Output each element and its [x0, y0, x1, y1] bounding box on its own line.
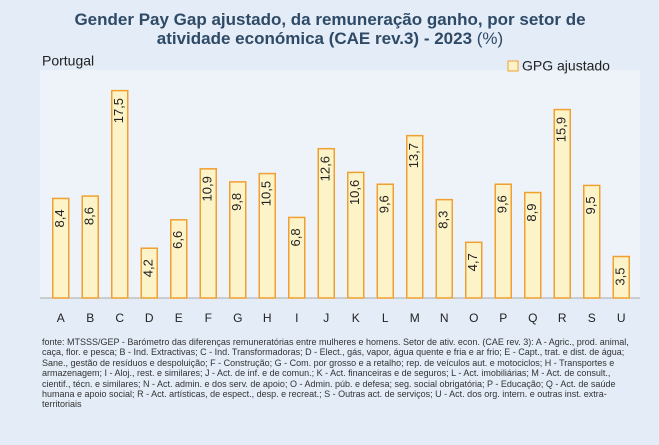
value-label: 9,8	[229, 193, 244, 211]
value-label: 17,5	[111, 98, 126, 123]
bar	[258, 172, 276, 299]
value-label: 9,5	[583, 196, 598, 214]
x-tick-label: C	[115, 311, 124, 325]
value-label: 10,6	[347, 180, 362, 205]
x-tick-label: N	[440, 311, 449, 325]
chart-title: Gender Pay Gap ajustado, da remuneração …	[74, 10, 586, 48]
value-label: 8,4	[52, 209, 67, 227]
bar	[435, 198, 453, 299]
x-tick-label: J	[323, 311, 329, 325]
bar	[376, 183, 394, 299]
subtitle: Portugal	[42, 53, 94, 69]
bar	[140, 247, 158, 299]
bar	[583, 184, 601, 299]
x-tick-label: E	[175, 311, 183, 325]
value-label: 9,6	[377, 195, 392, 213]
plot-area	[40, 70, 640, 298]
chart-title-box: Gender Pay Gap ajustado, da remuneração …	[40, 10, 620, 48]
x-tick-label: L	[382, 311, 389, 325]
x-tick-label: P	[499, 311, 507, 325]
bar	[229, 181, 247, 299]
bar	[465, 241, 483, 299]
value-label: 10,5	[259, 181, 274, 206]
bar	[406, 134, 424, 299]
x-tick-label: S	[588, 311, 596, 325]
x-tick-label: R	[558, 311, 567, 325]
chart: Portugal GPG ajustado 8,4 A 8,6 B 17,5 C 4,2 D 6,…	[40, 53, 640, 325]
x-tick-label: I	[295, 311, 298, 325]
unit: (%)	[476, 29, 504, 48]
x-tick-label: B	[86, 311, 94, 325]
bar	[317, 147, 335, 299]
bar	[553, 108, 571, 299]
x-tick-label: A	[57, 311, 65, 325]
value-label: 4,2	[141, 259, 156, 277]
x-tick-label: M	[410, 311, 420, 325]
x-tick-label: O	[469, 311, 478, 325]
value-label: 6,6	[170, 231, 185, 249]
value-label: 15,9	[554, 117, 569, 142]
x-tick-label: H	[263, 311, 272, 325]
bar	[199, 168, 217, 299]
value-label: 12,6	[318, 156, 333, 181]
bar	[81, 195, 99, 299]
legend-label: GPG ajustado	[522, 58, 610, 74]
bar	[288, 216, 306, 299]
bar	[347, 171, 365, 299]
value-label: 4,7	[465, 253, 480, 271]
x-tick-label: F	[205, 311, 212, 325]
bar	[612, 255, 630, 299]
x-tick-label: D	[145, 311, 154, 325]
value-label: 13,7	[406, 143, 421, 168]
footnote: fonte: MTSSS/GEP - Barómetro das diferen…	[42, 337, 629, 410]
x-tick-label: U	[617, 311, 626, 325]
x-tick-label: G	[233, 311, 242, 325]
x-tick-label: K	[352, 311, 360, 325]
value-label: 8,6	[82, 207, 97, 225]
value-label: 10,9	[200, 176, 215, 201]
value-label: 6,8	[288, 228, 303, 246]
bar	[524, 191, 542, 299]
legend-swatch	[507, 60, 519, 72]
value-label: 3,5	[613, 267, 628, 285]
x-tick-label: Q	[528, 311, 537, 325]
bar	[52, 197, 70, 299]
value-label: 9,6	[495, 195, 510, 213]
bar	[170, 219, 188, 299]
bar	[494, 183, 512, 299]
value-label: 8,9	[524, 203, 539, 221]
value-label: 8,3	[436, 211, 451, 229]
bar	[111, 89, 129, 299]
